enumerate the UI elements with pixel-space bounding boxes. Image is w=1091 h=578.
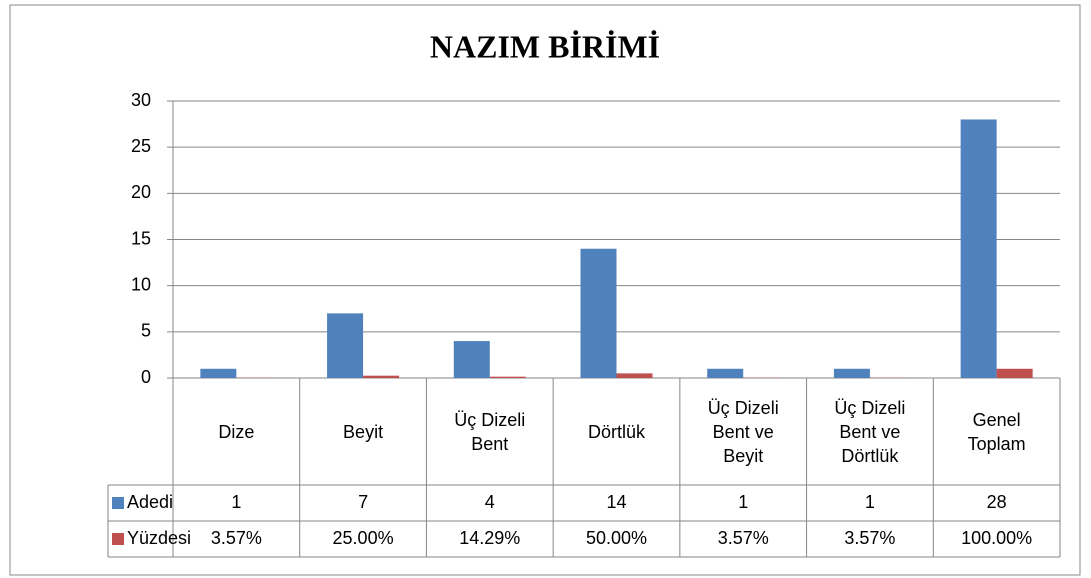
- y-tick-label: 10: [131, 274, 151, 294]
- table-cell: 1: [231, 492, 241, 512]
- bar: [833, 368, 870, 378]
- table-cell: 1: [738, 492, 748, 512]
- chart-border: [9, 4, 1081, 576]
- table-cell: 14.29%: [459, 528, 520, 548]
- table-cell: 3.57%: [844, 528, 895, 548]
- x-tick-label: Dize: [218, 421, 255, 442]
- bar: [580, 248, 617, 378]
- y-tick-label: 20: [131, 182, 151, 202]
- bar: [707, 368, 744, 378]
- table-cell: 25.00%: [333, 528, 394, 548]
- legend-key: [112, 497, 124, 509]
- table-cell: 4: [485, 492, 495, 512]
- bar: [996, 368, 1033, 378]
- x-tick-label: Üç Dizeli Bent ve Dörtlük: [834, 397, 906, 466]
- y-tick-label: 0: [141, 367, 151, 387]
- table-cell: 3.57%: [718, 528, 769, 548]
- table-cell: 1: [865, 492, 875, 512]
- y-tick-label: 30: [131, 90, 151, 110]
- legend-key: [112, 533, 124, 545]
- bar: [489, 376, 526, 378]
- table-cell: 14: [606, 492, 626, 512]
- bar: [200, 368, 237, 378]
- bar: [960, 119, 997, 378]
- x-tick-label: Üç Dizeli Bent ve Beyit: [707, 397, 779, 466]
- table-cell: 100.00%: [961, 528, 1032, 548]
- bar: [616, 373, 653, 378]
- bar: [327, 313, 364, 378]
- chart-title: NAZIM BİRİMİ: [430, 28, 660, 64]
- x-tick-label: Genel Toplam: [967, 409, 1026, 454]
- x-tick-label: Beyit: [343, 421, 384, 442]
- table-cell: 7: [358, 492, 368, 512]
- table-cell: 50.00%: [586, 528, 647, 548]
- y-tick-label: 15: [131, 228, 151, 248]
- bar: [363, 375, 400, 378]
- legend-label: Yüzdesi: [127, 528, 191, 548]
- legend-label: Adedi: [127, 492, 173, 512]
- table-cell: 3.57%: [211, 528, 262, 548]
- bar: [453, 341, 490, 378]
- y-tick-label: 5: [141, 321, 151, 341]
- y-tick-label: 25: [131, 136, 151, 156]
- table-cell: 28: [987, 492, 1007, 512]
- x-tick-label: Üç Dizeli Bent: [454, 409, 526, 454]
- x-tick-label: Dörtlük: [587, 421, 645, 442]
